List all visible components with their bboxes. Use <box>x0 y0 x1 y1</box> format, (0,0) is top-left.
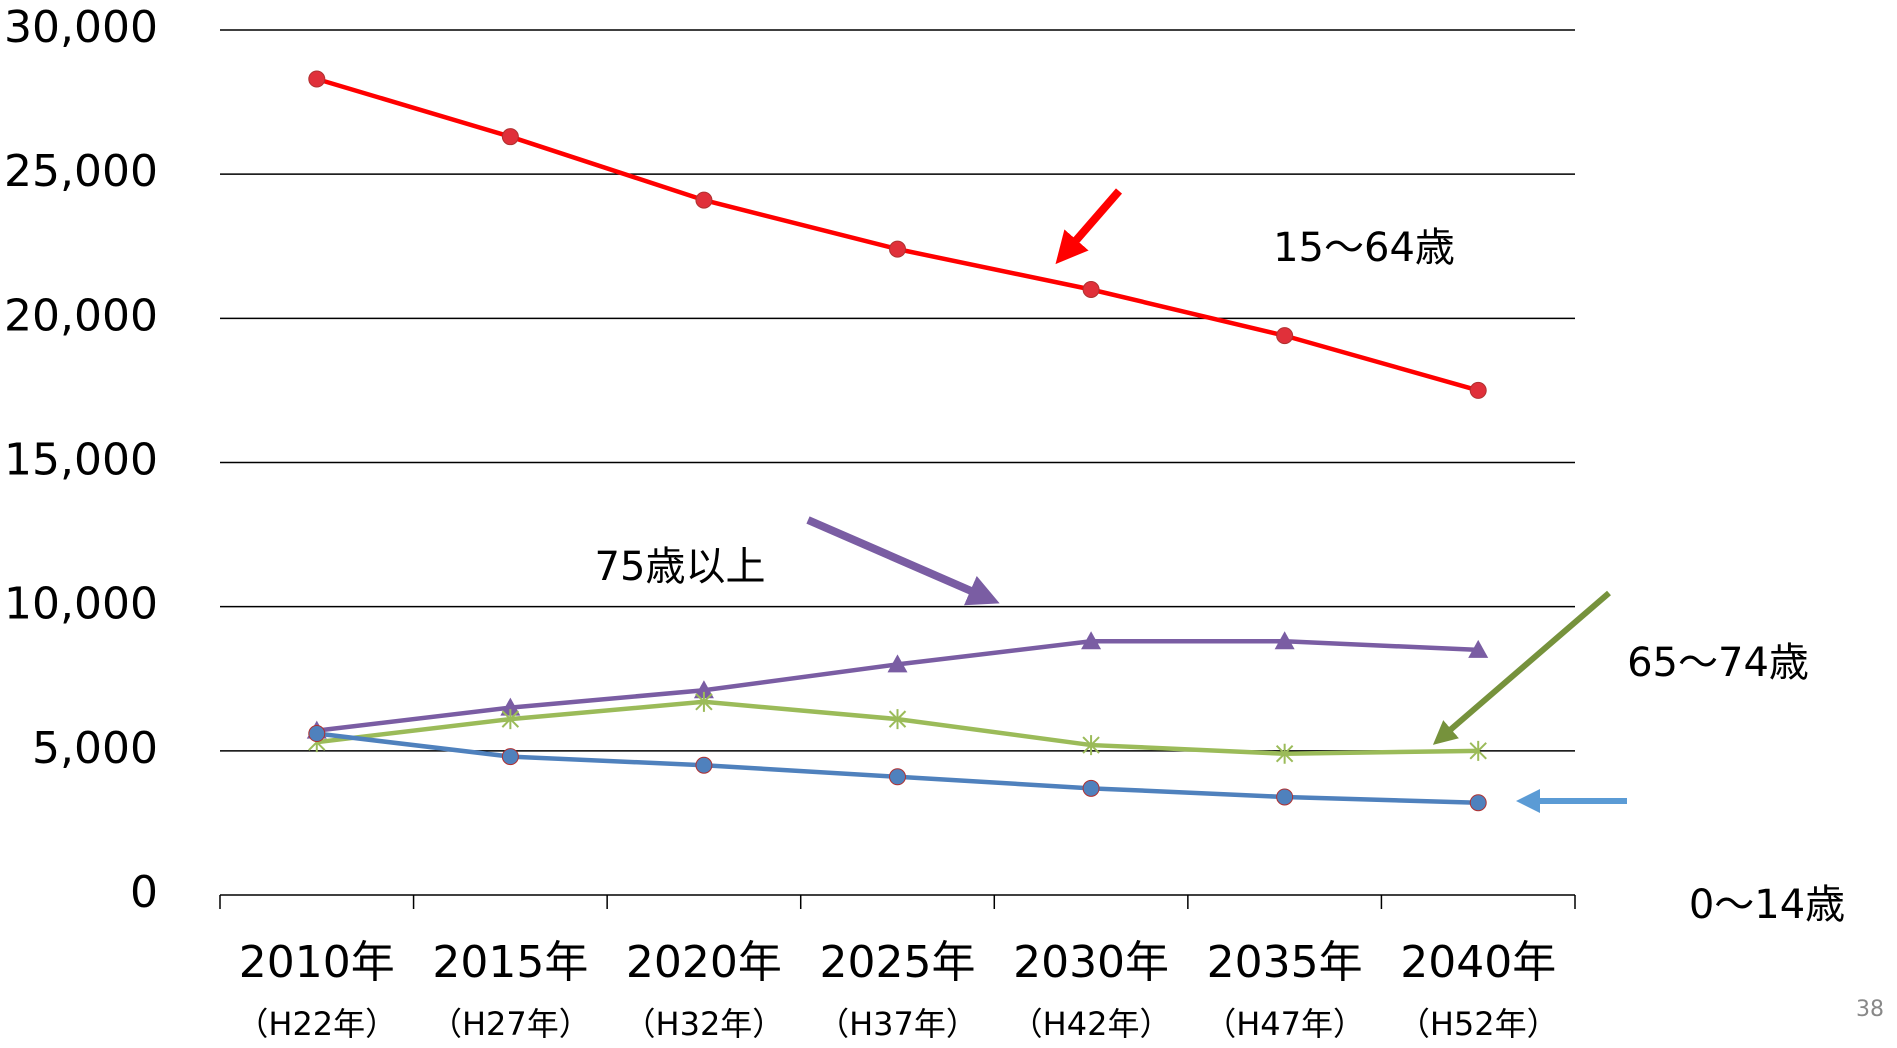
y-tick-label: 30,000 <box>4 2 158 53</box>
point <box>888 709 907 730</box>
y-tick-label: 25,000 <box>4 146 158 197</box>
series-label: 15～64歳 <box>1273 225 1455 271</box>
x-tick-sublabel: （H42年） <box>1011 1005 1172 1043</box>
x-tick-sublabel: （H32年） <box>624 1005 785 1043</box>
pointer-arrows <box>806 188 1627 813</box>
point <box>1469 740 1487 761</box>
point <box>1276 788 1294 806</box>
point <box>1275 743 1294 764</box>
point <box>1082 779 1100 797</box>
x-tick-label: 2025年 <box>820 937 976 988</box>
point <box>501 748 519 766</box>
point <box>693 680 714 699</box>
x-tick-sublabel: （H52年） <box>1398 1005 1559 1043</box>
point <box>887 654 908 673</box>
x-tick-sublabel: （H37年） <box>817 1005 978 1043</box>
point <box>889 240 906 258</box>
point <box>308 70 326 88</box>
series-label: 75歳以上 <box>595 544 766 590</box>
arrow <box>806 516 1000 606</box>
point <box>501 709 520 730</box>
arrow <box>1055 188 1123 265</box>
point <box>1082 735 1100 756</box>
point <box>889 768 906 786</box>
x-tick-label: 2015年 <box>432 937 588 988</box>
x-tick-label: 2010年 <box>239 937 395 988</box>
series-line <box>316 731 1479 805</box>
point <box>1469 381 1487 399</box>
grid <box>220 29 1575 752</box>
x-tick-label: 2035年 <box>1207 937 1363 988</box>
arrow <box>1432 590 1611 745</box>
point <box>1082 281 1100 298</box>
x-tick-label: 2040年 <box>1400 937 1556 988</box>
point <box>1276 327 1294 345</box>
y-tick-label: 10,000 <box>4 579 158 630</box>
point <box>695 756 713 774</box>
point <box>1274 631 1295 650</box>
y-tick-label: 20,000 <box>4 290 158 341</box>
x-tick-label: 2030年 <box>1013 937 1169 988</box>
x-tick-sublabel: （H47年） <box>1204 1005 1365 1043</box>
series-label: 0～14歳 <box>1689 882 1845 928</box>
point <box>1081 631 1102 650</box>
x-tick-sublabel: （H22年） <box>236 1005 397 1043</box>
x-tick-label: 2020年 <box>626 937 782 988</box>
y-tick-label: 15,000 <box>4 435 158 486</box>
point <box>500 697 521 716</box>
page-number: 38 <box>1856 997 1884 1022</box>
x-tick-sublabel: （H27年） <box>430 1005 591 1043</box>
point <box>501 128 519 146</box>
y-tick-label: 5,000 <box>32 723 158 774</box>
point <box>1468 639 1489 658</box>
point <box>1469 794 1487 812</box>
point <box>308 725 326 743</box>
point <box>695 691 713 712</box>
series-label: 65～74歳 <box>1627 640 1809 686</box>
point <box>695 191 713 209</box>
y-tick-label: 0 <box>130 867 158 918</box>
